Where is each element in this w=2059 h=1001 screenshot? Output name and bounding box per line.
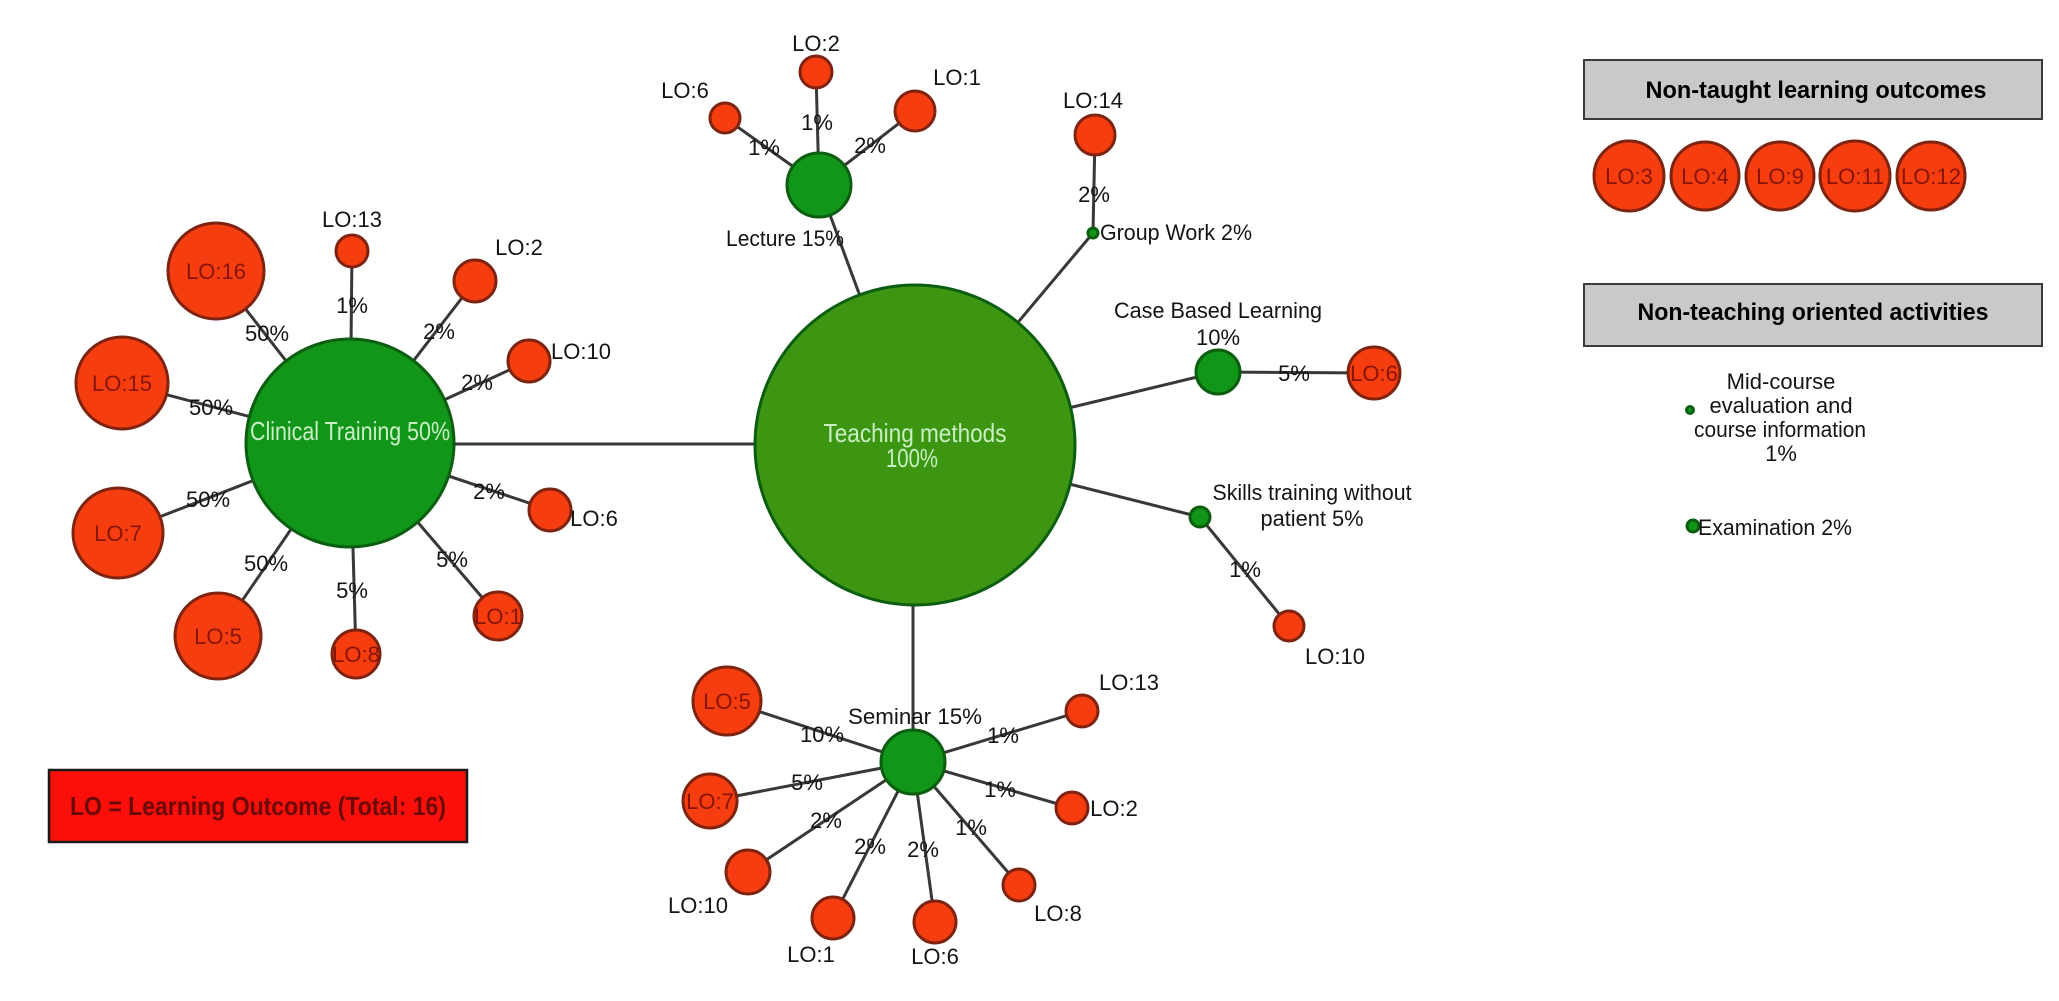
svg-text:Non-taught learning outcomes: Non-taught learning outcomes <box>1646 77 1987 104</box>
svg-text:Skills training without: Skills training without <box>1213 480 1412 505</box>
svg-text:LO:1: LO:1 <box>474 604 522 629</box>
svg-text:LO:10: LO:10 <box>551 339 611 364</box>
svg-text:1%: 1% <box>955 815 987 840</box>
svg-text:2%: 2% <box>854 133 886 158</box>
svg-text:LO:6: LO:6 <box>570 506 618 531</box>
svg-text:patient 5%: patient 5% <box>1261 506 1364 531</box>
svg-text:Group Work 2%: Group Work 2% <box>1100 220 1252 245</box>
svg-text:LO:6: LO:6 <box>661 78 709 103</box>
svg-text:LO:13: LO:13 <box>1099 670 1159 695</box>
svg-text:LO:2: LO:2 <box>495 235 543 260</box>
svg-text:2%: 2% <box>854 834 886 859</box>
svg-text:5%: 5% <box>436 547 468 572</box>
svg-text:LO:11: LO:11 <box>1826 164 1884 189</box>
svg-text:LO:1: LO:1 <box>787 942 835 967</box>
svg-text:Clinical Training 50%: Clinical Training 50% <box>250 416 450 446</box>
svg-text:LO = Learning Outcome (Total:: LO = Learning Outcome (Total: 16) <box>70 791 446 821</box>
svg-text:5%: 5% <box>791 770 823 795</box>
svg-text:Mid-course: Mid-course <box>1727 369 1836 394</box>
svg-text:LO:13: LO:13 <box>322 207 382 232</box>
svg-text:LO:3: LO:3 <box>1605 164 1653 189</box>
svg-text:LO:5: LO:5 <box>194 624 242 649</box>
svg-text:LO:1: LO:1 <box>933 65 981 90</box>
svg-text:1%: 1% <box>1229 557 1261 582</box>
svg-text:LO:5: LO:5 <box>703 689 751 714</box>
svg-text:LO:10: LO:10 <box>1305 644 1365 669</box>
svg-text:LO:7: LO:7 <box>94 521 142 546</box>
svg-text:LO:15: LO:15 <box>92 371 152 396</box>
svg-text:Case Based Learning: Case Based Learning <box>1114 298 1322 323</box>
svg-text:LO:2: LO:2 <box>1090 796 1138 821</box>
svg-text:50%: 50% <box>186 487 230 512</box>
svg-text:2%: 2% <box>907 837 939 862</box>
svg-text:2%: 2% <box>461 370 493 395</box>
svg-text:Non-teaching oriented activiti: Non-teaching oriented activities <box>1638 299 1989 326</box>
svg-text:2%: 2% <box>1078 182 1110 207</box>
svg-text:Seminar 15%: Seminar 15% <box>848 704 982 729</box>
svg-text:50%: 50% <box>244 551 288 576</box>
svg-text:2%: 2% <box>473 479 505 504</box>
svg-text:1%: 1% <box>801 110 833 135</box>
svg-text:50%: 50% <box>245 321 289 346</box>
svg-text:LO:6: LO:6 <box>911 944 959 969</box>
svg-text:LO:6: LO:6 <box>1350 361 1398 386</box>
svg-text:1%: 1% <box>987 723 1019 748</box>
svg-text:100%: 100% <box>886 443 938 473</box>
svg-text:LO:2: LO:2 <box>792 31 840 56</box>
svg-text:50%: 50% <box>189 395 233 420</box>
svg-text:Examination 2%: Examination 2% <box>1698 515 1852 540</box>
svg-text:LO:8: LO:8 <box>1034 901 1082 926</box>
svg-text:LO:9: LO:9 <box>1756 164 1804 189</box>
svg-text:5%: 5% <box>336 578 368 603</box>
svg-text:LO:12: LO:12 <box>1901 164 1961 189</box>
svg-text:evaluation and: evaluation and <box>1709 393 1852 418</box>
svg-text:LO:14: LO:14 <box>1063 88 1123 113</box>
svg-text:1%: 1% <box>748 135 780 160</box>
svg-text:course information: course information <box>1694 417 1866 442</box>
svg-text:10%: 10% <box>800 722 844 747</box>
svg-text:LO:7: LO:7 <box>686 789 734 814</box>
svg-text:1%: 1% <box>336 293 368 318</box>
svg-text:Teaching methods: Teaching methods <box>824 418 1007 448</box>
svg-text:1%: 1% <box>984 777 1016 802</box>
svg-text:5%: 5% <box>1278 361 1310 386</box>
svg-text:LO:10: LO:10 <box>668 893 728 918</box>
svg-text:2%: 2% <box>423 319 455 344</box>
svg-text:LO:16: LO:16 <box>186 259 246 284</box>
svg-text:1%: 1% <box>1765 441 1797 466</box>
svg-text:10%: 10% <box>1196 325 1240 350</box>
svg-text:Lecture 15%: Lecture 15% <box>726 226 844 251</box>
svg-text:2%: 2% <box>810 808 842 833</box>
svg-text:LO:8: LO:8 <box>332 642 380 667</box>
svg-text:LO:4: LO:4 <box>1681 164 1729 189</box>
